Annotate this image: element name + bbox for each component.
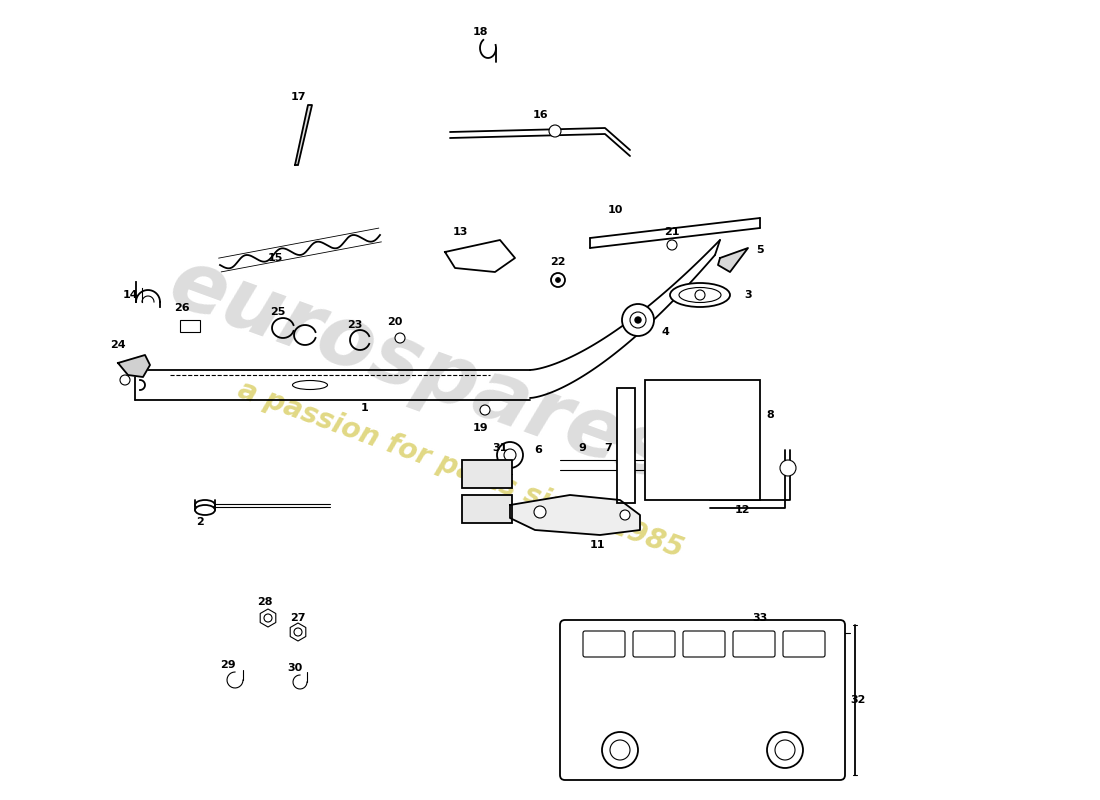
Text: 27: 27: [290, 613, 306, 623]
Text: 31: 31: [493, 443, 508, 453]
Ellipse shape: [195, 500, 214, 510]
Circle shape: [602, 732, 638, 768]
Polygon shape: [718, 248, 748, 272]
Bar: [645, 380, 760, 500]
Text: 1: 1: [361, 403, 368, 413]
Text: 13: 13: [452, 227, 468, 237]
Circle shape: [497, 442, 522, 468]
Text: 7: 7: [604, 443, 612, 453]
Text: 19: 19: [472, 423, 487, 433]
Text: 26: 26: [174, 303, 190, 313]
Ellipse shape: [670, 283, 730, 307]
Circle shape: [767, 732, 803, 768]
Ellipse shape: [293, 381, 328, 390]
Polygon shape: [118, 355, 150, 377]
Text: 33: 33: [752, 613, 768, 623]
Polygon shape: [295, 105, 312, 165]
Circle shape: [264, 614, 272, 622]
Bar: [462, 460, 512, 488]
Circle shape: [294, 628, 302, 636]
Text: 29: 29: [220, 660, 235, 670]
Text: 18: 18: [472, 27, 487, 37]
FancyBboxPatch shape: [783, 631, 825, 657]
Circle shape: [780, 460, 796, 476]
Circle shape: [610, 740, 630, 760]
Text: 6: 6: [535, 445, 542, 455]
Text: 17: 17: [290, 92, 306, 102]
Circle shape: [621, 304, 654, 336]
Text: 2: 2: [196, 517, 204, 527]
Polygon shape: [446, 240, 515, 272]
Bar: [617, 388, 635, 503]
Text: 14: 14: [122, 290, 138, 300]
FancyBboxPatch shape: [583, 631, 625, 657]
FancyBboxPatch shape: [683, 631, 725, 657]
Text: 3: 3: [745, 290, 751, 300]
Text: 24: 24: [110, 340, 125, 350]
Text: 8: 8: [766, 410, 774, 420]
Text: 4: 4: [661, 327, 669, 337]
Ellipse shape: [679, 287, 721, 302]
Circle shape: [776, 740, 795, 760]
Text: 16: 16: [532, 110, 548, 120]
Text: 28: 28: [257, 597, 273, 607]
Text: 11: 11: [590, 540, 605, 550]
Text: eurospares: eurospares: [158, 242, 682, 498]
Text: 12: 12: [735, 505, 750, 515]
Circle shape: [480, 405, 490, 415]
Text: a passion for parts since 1985: a passion for parts since 1985: [233, 376, 686, 564]
Circle shape: [635, 317, 641, 323]
Bar: [180, 320, 200, 332]
Text: 15: 15: [267, 253, 283, 263]
Ellipse shape: [195, 505, 214, 515]
Circle shape: [395, 333, 405, 343]
Circle shape: [551, 273, 565, 287]
Text: 22: 22: [550, 257, 565, 267]
Text: 32: 32: [850, 695, 866, 705]
Text: 25: 25: [271, 307, 286, 317]
Circle shape: [620, 510, 630, 520]
Circle shape: [667, 240, 676, 250]
Bar: [462, 495, 512, 523]
Circle shape: [556, 278, 561, 282]
Text: 20: 20: [387, 317, 403, 327]
Circle shape: [534, 506, 546, 518]
FancyBboxPatch shape: [733, 631, 775, 657]
Text: 30: 30: [287, 663, 303, 673]
Text: 9: 9: [579, 443, 586, 453]
Text: 10: 10: [607, 205, 623, 215]
Text: 5: 5: [756, 245, 763, 255]
Circle shape: [120, 375, 130, 385]
FancyBboxPatch shape: [632, 631, 675, 657]
Text: 21: 21: [664, 227, 680, 237]
Circle shape: [695, 290, 705, 300]
Circle shape: [630, 312, 646, 328]
Polygon shape: [510, 495, 640, 535]
Text: 23: 23: [348, 320, 363, 330]
FancyBboxPatch shape: [560, 620, 845, 780]
Circle shape: [504, 449, 516, 461]
Circle shape: [549, 125, 561, 137]
